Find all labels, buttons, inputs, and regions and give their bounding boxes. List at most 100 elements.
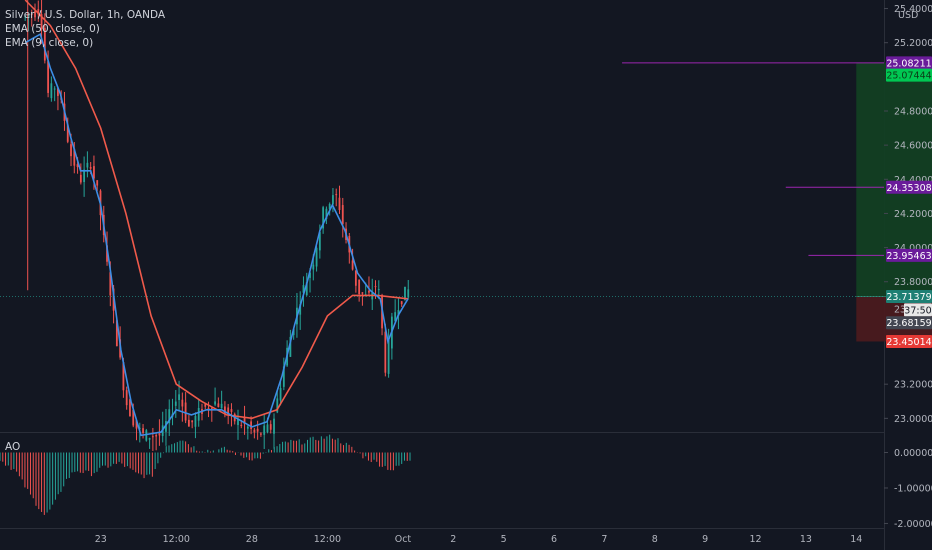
price-tick-label: 24.60000 bbox=[894, 141, 932, 152]
candle-body bbox=[253, 429, 256, 433]
candle bbox=[269, 420, 272, 434]
candle-body bbox=[129, 399, 131, 417]
candle-body bbox=[217, 403, 220, 408]
price-badge-label: 23.45014 bbox=[886, 337, 931, 348]
price-badge[interactable]: 24.35308 bbox=[886, 180, 932, 194]
candle bbox=[86, 151, 89, 178]
ema9-legend[interactable]: EMA (9, close, 0) bbox=[5, 37, 94, 49]
candle-body bbox=[57, 88, 59, 96]
candle bbox=[155, 433, 158, 451]
candle bbox=[142, 424, 144, 439]
candle-body bbox=[230, 409, 233, 412]
horizontal-levels bbox=[622, 62, 884, 256]
candle bbox=[299, 291, 302, 330]
candle-body bbox=[168, 409, 171, 424]
currency-label: USD bbox=[898, 10, 919, 21]
candle-body bbox=[279, 388, 282, 401]
candle-body bbox=[256, 428, 259, 432]
candle-body bbox=[377, 289, 380, 291]
candle bbox=[83, 156, 86, 197]
candle-body bbox=[142, 428, 144, 433]
candle-body bbox=[322, 207, 325, 229]
candle-body bbox=[260, 433, 262, 435]
candle bbox=[358, 279, 361, 302]
candle bbox=[282, 357, 285, 391]
time-tick-label: 12:00 bbox=[314, 534, 341, 545]
candle-body bbox=[165, 421, 167, 432]
price-badge[interactable]: 23.45014 bbox=[886, 334, 932, 348]
candle-body bbox=[263, 425, 266, 435]
candle-body bbox=[53, 88, 56, 90]
candle bbox=[387, 328, 390, 378]
ema50-legend[interactable]: EMA (50, close, 0) bbox=[5, 23, 100, 35]
candle-body bbox=[400, 301, 403, 305]
candle-body bbox=[394, 312, 397, 321]
candle-body bbox=[194, 415, 197, 427]
candle-body bbox=[50, 83, 53, 99]
time-tick-label: 23 bbox=[95, 534, 107, 545]
candle-body bbox=[341, 205, 344, 225]
price-badge[interactable]: 23.68159 bbox=[886, 316, 932, 330]
price-badge[interactable]: 25.07444 bbox=[886, 68, 932, 82]
candle bbox=[24, 14, 27, 21]
symbol-title[interactable]: Silver / U.S. Dollar, 1h, OANDA bbox=[5, 9, 166, 21]
candle bbox=[135, 420, 138, 441]
price-badge[interactable]: 23.95463 bbox=[886, 248, 932, 262]
candle-body bbox=[30, 14, 33, 16]
ema50-line[interactable] bbox=[24, 0, 409, 420]
candle-body bbox=[368, 290, 370, 293]
candle-body bbox=[305, 282, 308, 296]
price-badge[interactable]: 25.08211 bbox=[886, 56, 932, 70]
candle-body bbox=[43, 27, 46, 61]
candle-body bbox=[325, 208, 328, 219]
candle-body bbox=[407, 289, 410, 298]
candle bbox=[243, 405, 246, 435]
time-tick-label: 2 bbox=[450, 534, 456, 545]
price-tick-label: 25.40000 bbox=[894, 4, 932, 15]
candle-body bbox=[40, 14, 43, 29]
axes: 25.40000 25.20000 24.80000 24.60000 24.40000… bbox=[95, 4, 932, 545]
candle-body bbox=[89, 167, 92, 169]
candle-body bbox=[135, 420, 138, 429]
candle-body bbox=[96, 180, 99, 186]
candle-body bbox=[34, 11, 36, 18]
price-badge-label: 25.08211 bbox=[886, 58, 931, 69]
candle bbox=[279, 380, 282, 406]
candle-body bbox=[132, 409, 135, 426]
candle-body bbox=[125, 390, 128, 406]
candle bbox=[253, 427, 256, 439]
candle-body bbox=[138, 427, 141, 429]
price-badge-bg bbox=[886, 289, 932, 303]
candle bbox=[57, 87, 59, 111]
candle bbox=[194, 412, 197, 439]
candle bbox=[256, 420, 259, 440]
ema9-line[interactable] bbox=[24, 33, 409, 437]
candle-body bbox=[246, 426, 249, 429]
ao-tick-label: 0.00000 bbox=[894, 448, 932, 459]
candle bbox=[96, 180, 99, 192]
time-tick-label: 5 bbox=[501, 534, 507, 545]
ao-tick-label: -1.00000 bbox=[894, 483, 932, 494]
candle bbox=[246, 424, 249, 440]
candle bbox=[214, 387, 216, 407]
candle-body bbox=[240, 424, 243, 426]
candle-body bbox=[220, 403, 223, 409]
time-tick-label: 12 bbox=[750, 534, 762, 545]
ao-pane-label[interactable]: AO bbox=[5, 441, 21, 453]
candle-body bbox=[397, 310, 400, 316]
candle-body bbox=[351, 260, 354, 270]
price-badge-bg bbox=[886, 248, 932, 262]
candle-body bbox=[358, 279, 361, 295]
candle-body bbox=[184, 402, 187, 421]
price-badge[interactable]: 37:50 bbox=[904, 303, 932, 317]
candle-body bbox=[187, 419, 190, 427]
price-badge[interactable]: 23.71379 bbox=[886, 289, 932, 303]
price-badge-bg bbox=[886, 334, 932, 348]
candle bbox=[322, 205, 325, 234]
candle-body bbox=[151, 436, 154, 438]
price-tick-label: 24.00000 bbox=[894, 243, 932, 254]
candle-body bbox=[266, 424, 269, 432]
price-tick-label: 23.20000 bbox=[894, 380, 932, 391]
candle-body bbox=[181, 399, 184, 407]
